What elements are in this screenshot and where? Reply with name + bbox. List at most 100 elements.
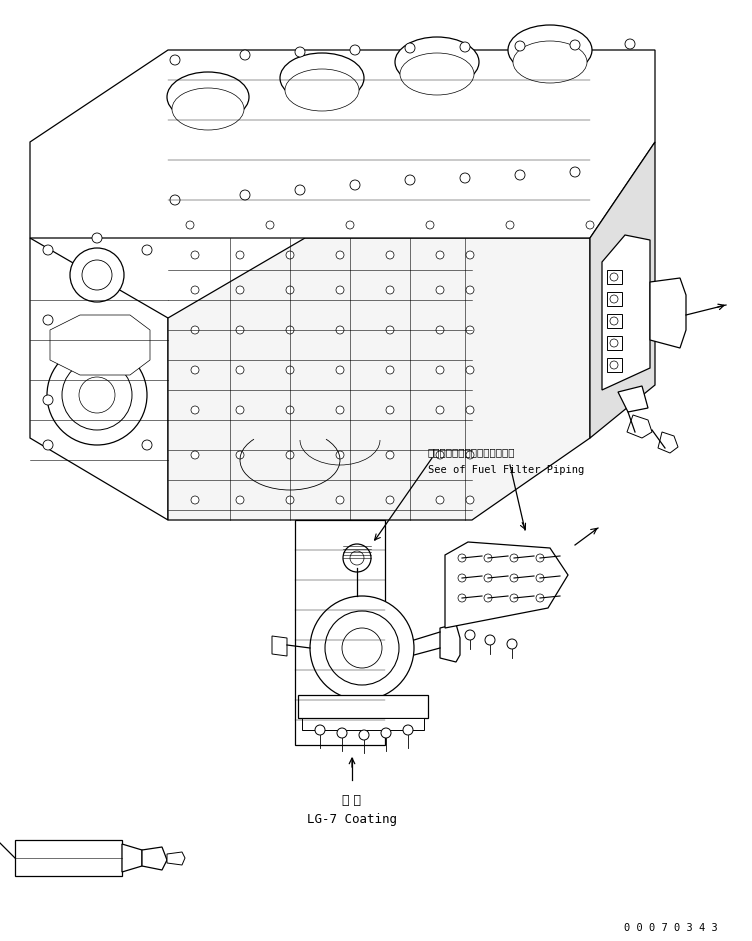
Circle shape: [403, 725, 413, 735]
Circle shape: [142, 245, 152, 255]
Circle shape: [286, 251, 294, 259]
Circle shape: [286, 286, 294, 294]
Circle shape: [191, 326, 199, 334]
Circle shape: [343, 544, 371, 572]
Polygon shape: [298, 695, 428, 718]
Circle shape: [92, 233, 102, 243]
Circle shape: [236, 406, 244, 414]
Circle shape: [458, 574, 466, 582]
Circle shape: [62, 360, 132, 430]
Polygon shape: [590, 142, 655, 438]
Text: LG-7 Coating: LG-7 Coating: [307, 814, 397, 826]
Polygon shape: [445, 542, 568, 628]
Circle shape: [43, 395, 53, 405]
Circle shape: [336, 251, 344, 259]
Polygon shape: [440, 624, 460, 662]
Ellipse shape: [285, 69, 359, 111]
Circle shape: [386, 451, 394, 459]
Circle shape: [610, 273, 618, 281]
Circle shape: [236, 451, 244, 459]
Polygon shape: [602, 235, 650, 390]
Circle shape: [336, 326, 344, 334]
Ellipse shape: [400, 53, 474, 95]
Polygon shape: [122, 844, 142, 872]
Circle shape: [536, 574, 544, 582]
Circle shape: [610, 317, 618, 325]
Circle shape: [536, 554, 544, 562]
Circle shape: [625, 39, 635, 49]
Circle shape: [346, 221, 354, 229]
Circle shape: [240, 190, 250, 200]
Circle shape: [386, 406, 394, 414]
Ellipse shape: [167, 72, 249, 122]
Polygon shape: [272, 636, 287, 656]
Polygon shape: [168, 238, 590, 520]
Circle shape: [336, 451, 344, 459]
Circle shape: [436, 326, 444, 334]
Circle shape: [315, 725, 325, 735]
Circle shape: [515, 170, 525, 180]
Circle shape: [336, 496, 344, 504]
Circle shape: [510, 574, 518, 582]
Circle shape: [336, 406, 344, 414]
Circle shape: [610, 339, 618, 347]
Circle shape: [142, 440, 152, 450]
Circle shape: [466, 496, 474, 504]
Circle shape: [386, 366, 394, 374]
Circle shape: [610, 295, 618, 303]
Circle shape: [570, 40, 580, 50]
Polygon shape: [15, 840, 122, 876]
Circle shape: [426, 221, 434, 229]
Ellipse shape: [513, 41, 587, 83]
Circle shape: [295, 47, 305, 57]
Circle shape: [386, 251, 394, 259]
Circle shape: [466, 366, 474, 374]
Circle shape: [466, 451, 474, 459]
Circle shape: [460, 173, 470, 183]
Circle shape: [484, 554, 492, 562]
Circle shape: [610, 361, 618, 369]
Circle shape: [465, 630, 475, 640]
Circle shape: [466, 326, 474, 334]
Circle shape: [506, 221, 514, 229]
Circle shape: [405, 43, 415, 53]
Polygon shape: [30, 238, 168, 520]
Circle shape: [170, 195, 180, 205]
Circle shape: [191, 451, 199, 459]
Circle shape: [386, 496, 394, 504]
Polygon shape: [650, 278, 686, 348]
Circle shape: [286, 496, 294, 504]
Circle shape: [436, 406, 444, 414]
Text: フェルフィルタバイピング参照: フェルフィルタバイピング参照: [428, 447, 516, 457]
Circle shape: [350, 551, 364, 565]
Ellipse shape: [395, 37, 479, 87]
Circle shape: [466, 406, 474, 414]
Circle shape: [359, 730, 369, 740]
Text: See of Fuel Filter Piping: See of Fuel Filter Piping: [428, 465, 584, 475]
Circle shape: [436, 286, 444, 294]
Circle shape: [515, 41, 525, 51]
Circle shape: [342, 628, 382, 668]
Circle shape: [436, 366, 444, 374]
Circle shape: [43, 440, 53, 450]
Text: 0 0 0 7 0 3 4 3: 0 0 0 7 0 3 4 3: [624, 923, 718, 933]
Polygon shape: [302, 718, 424, 730]
Polygon shape: [295, 520, 385, 745]
Circle shape: [386, 326, 394, 334]
Circle shape: [191, 366, 199, 374]
Circle shape: [43, 315, 53, 325]
Circle shape: [236, 496, 244, 504]
Circle shape: [458, 554, 466, 562]
Circle shape: [310, 596, 414, 700]
Circle shape: [337, 728, 347, 738]
Circle shape: [47, 345, 147, 445]
Circle shape: [286, 406, 294, 414]
Polygon shape: [607, 292, 622, 306]
Circle shape: [436, 451, 444, 459]
Polygon shape: [607, 336, 622, 350]
Circle shape: [191, 496, 199, 504]
Circle shape: [286, 326, 294, 334]
Polygon shape: [50, 315, 150, 375]
Polygon shape: [167, 852, 185, 865]
Polygon shape: [658, 432, 678, 453]
